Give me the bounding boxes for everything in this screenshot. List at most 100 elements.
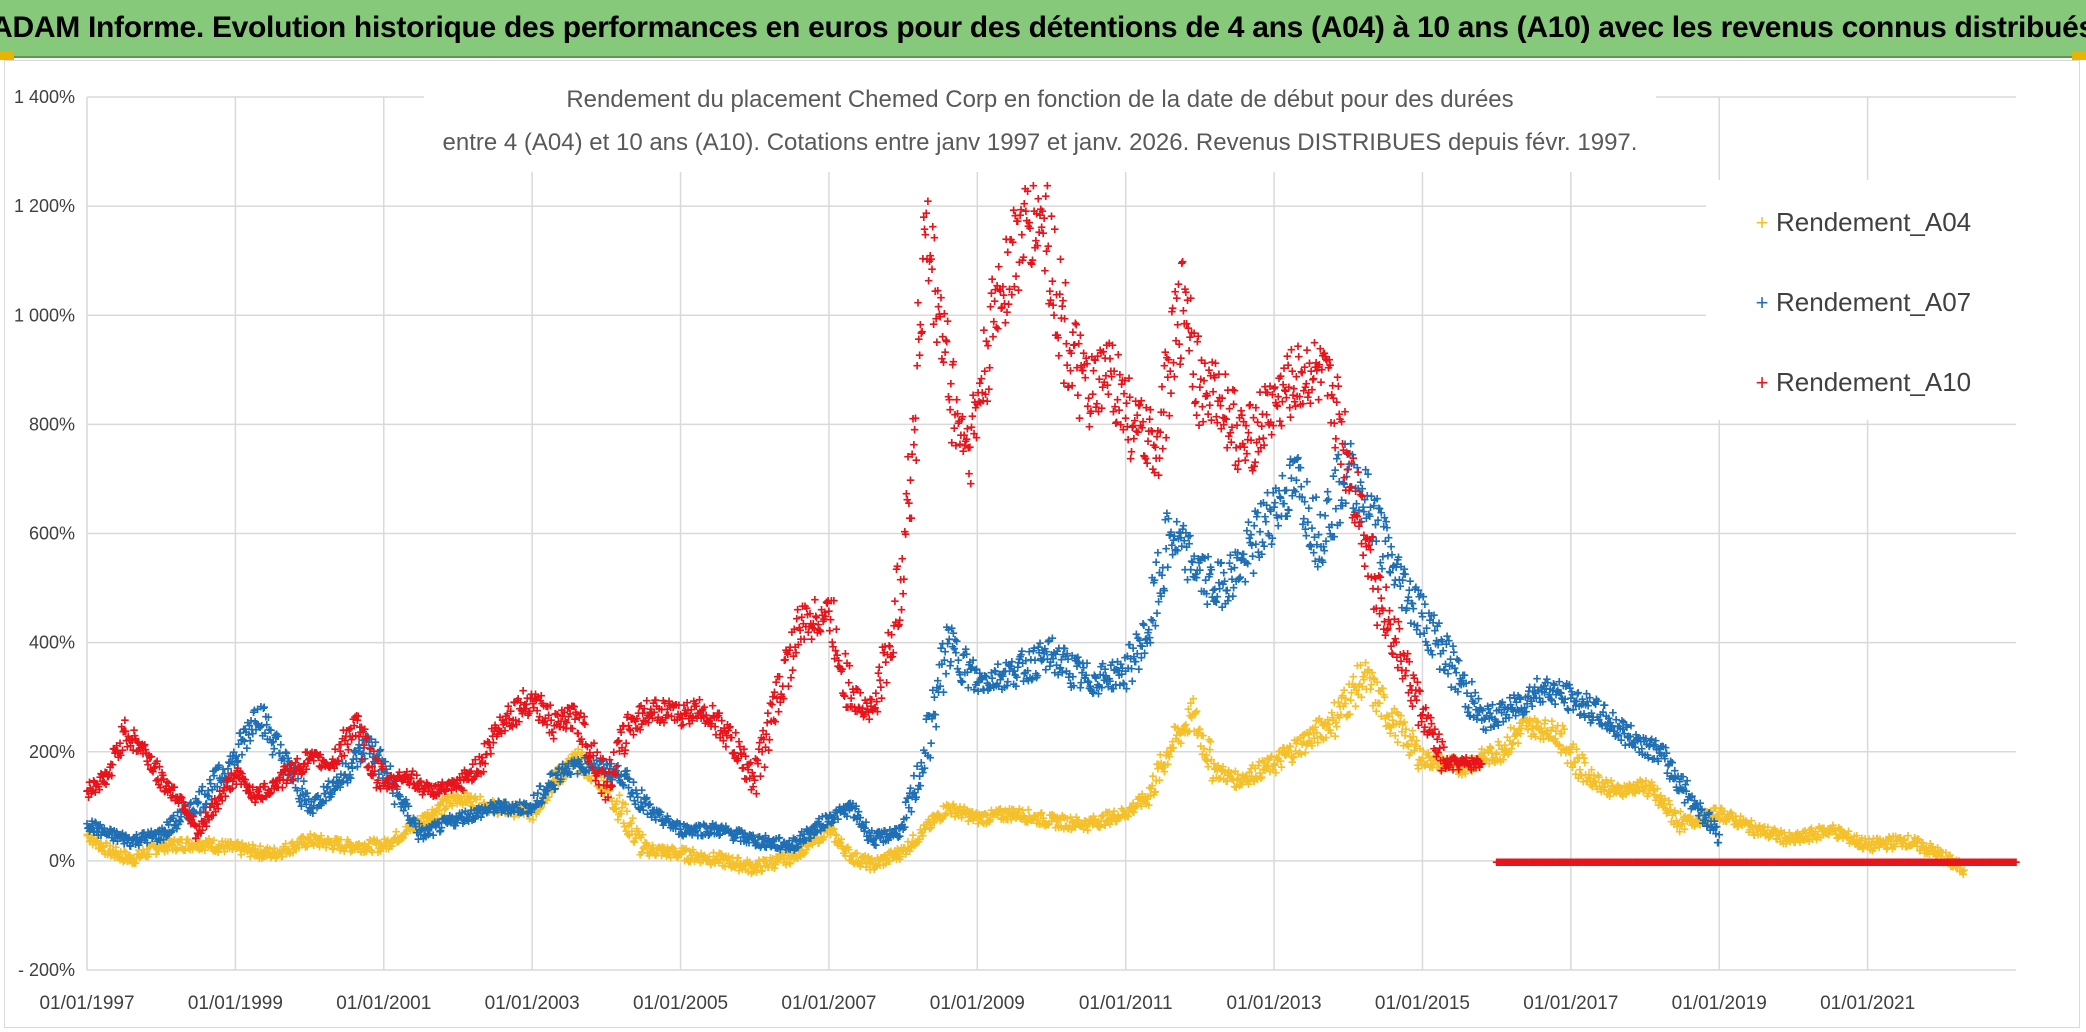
rendement-a04-point: +	[943, 799, 952, 816]
rendement-a04-point: +	[125, 847, 134, 864]
rendement-a04-point: +	[332, 830, 341, 847]
rendement-a04-point: +	[186, 838, 195, 855]
rendement-a04-point: +	[584, 770, 593, 787]
rendement-a04-point: +	[348, 842, 357, 859]
rendement-a04-point: +	[280, 842, 289, 859]
rendement-a04-point: +	[572, 750, 581, 767]
rendement-a04-point: +	[227, 835, 236, 852]
rendement-a04-point: +	[464, 789, 473, 806]
rendement-a04-point: +	[251, 841, 260, 858]
rendement-a04-point: +	[294, 836, 303, 853]
rendement-a04-point: +	[211, 843, 220, 860]
rendement-a04-point: +	[676, 846, 685, 863]
rendement-a04-point: +	[234, 839, 243, 856]
y-tick-label: 1 400%	[14, 87, 75, 107]
rendement-a04-point: +	[293, 834, 302, 851]
rendement-a04-point: +	[515, 805, 524, 822]
rendement-a04-point: +	[320, 833, 329, 850]
rendement-a04-point: +	[128, 856, 137, 873]
rendement-a04-point: +	[219, 840, 228, 857]
rendement-a04-point: +	[621, 796, 630, 813]
rendement-a04-point: +	[281, 836, 290, 853]
rendement-a04-point: +	[353, 841, 362, 858]
rendement-a04-point: +	[1418, 750, 1427, 767]
rendement-a04-point: +	[449, 790, 458, 807]
rendement-a04-point: +	[85, 833, 94, 850]
rendement-a04-point: +	[377, 836, 386, 853]
banner-corner-left	[0, 52, 14, 60]
rendement-a04-point: +	[145, 839, 154, 856]
rendement-a04-point: +	[510, 809, 519, 826]
rendement-a04-point: +	[186, 841, 195, 858]
rendement-a04-point: +	[257, 844, 266, 861]
rendement-a04-point: +	[314, 832, 323, 849]
rendement-a04-point: +	[657, 848, 666, 865]
x-tick-label: 01/01/2001	[336, 993, 431, 1014]
rendement-a04-point: +	[1641, 777, 1650, 794]
rendement-a04-point: +	[590, 759, 599, 776]
rendement-a04-point: +	[624, 817, 633, 834]
rendement-a04-point: +	[422, 810, 431, 827]
grid	[86, 96, 2016, 971]
rendement-a04-point: +	[188, 841, 197, 858]
rendement-a04-point: +	[534, 802, 543, 819]
rendement-a04-point: +	[329, 840, 338, 857]
rendement-a04-point: +	[483, 802, 492, 819]
rendement-a04-point: +	[444, 792, 453, 809]
rendement-a04-point: +	[547, 777, 556, 794]
rendement-a04-point: +	[656, 840, 665, 857]
rendement-a04-point: +	[468, 798, 477, 815]
rendement-a04-point: +	[604, 769, 613, 786]
rendement-a04-point: +	[545, 777, 554, 794]
rendement-a04-point: +	[591, 767, 600, 784]
rendement-a04-point: +	[289, 844, 298, 861]
rendement-a04-point: +	[346, 843, 355, 860]
x-tick-label: 01/01/1997	[39, 993, 134, 1014]
rendement-a04-point: +	[581, 751, 590, 768]
rendement-a04-point: +	[569, 749, 578, 766]
rendement-a04-point: +	[328, 841, 337, 858]
rendement-a04-point: +	[224, 837, 233, 854]
rendement-a04-point: +	[262, 847, 271, 864]
rendement-a04-point: +	[400, 825, 409, 842]
rendement-a04-point: +	[424, 815, 433, 832]
rendement-a04-point: +	[371, 834, 380, 851]
y-tick-label: 1 000%	[14, 305, 75, 325]
rendement-a04-point: +	[248, 836, 257, 853]
rendement-a04-point: +	[246, 848, 255, 865]
rendement-a04-point: +	[581, 763, 590, 780]
rendement-a04-point: +	[513, 796, 522, 813]
rendement-a04-point: +	[595, 778, 604, 795]
x-tick-label: 01/01/2013	[1227, 993, 1322, 1014]
rendement-a04-point: +	[667, 841, 676, 858]
rendement-a04-point: +	[421, 816, 430, 833]
rendement-a04-point: +	[162, 836, 171, 853]
rendement-a04-point: +	[120, 843, 129, 860]
rendement-a04-point: +	[288, 834, 297, 851]
rendement-a04-point: +	[135, 842, 144, 859]
rendement-a04-point: +	[437, 806, 446, 823]
rendement-a04-point: +	[240, 843, 249, 860]
rendement-a04-point: +	[337, 832, 346, 849]
rendement-a04-point: +	[307, 835, 316, 852]
rendement-a04-point: +	[109, 842, 118, 859]
rendement-a04-point: +	[215, 839, 224, 856]
rendement-a04-point: +	[180, 841, 189, 858]
rendement-a04-point: +	[350, 840, 359, 857]
rendement-a04-point: +	[388, 838, 397, 855]
rendement-a04-point: +	[260, 842, 269, 859]
rendement-a04-point: +	[385, 837, 394, 854]
rendement-a04-point: +	[356, 843, 365, 860]
rendement-a04-point: +	[370, 833, 379, 850]
rendement-a04-point: +	[567, 750, 576, 767]
rendement-a04-point: +	[326, 835, 335, 852]
rendement-a04-point: +	[231, 840, 240, 857]
rendement-a04-point: +	[276, 843, 285, 860]
rendement-a04-point: +	[182, 835, 191, 852]
rendement-a04-point: +	[478, 799, 487, 816]
rendement-a04-point: +	[482, 797, 491, 814]
rendement-a04-point: +	[475, 797, 484, 814]
rendement-a04-point: +	[146, 838, 155, 855]
rendement-a04-point: +	[364, 838, 373, 855]
rendement-a04-point: +	[520, 806, 529, 823]
